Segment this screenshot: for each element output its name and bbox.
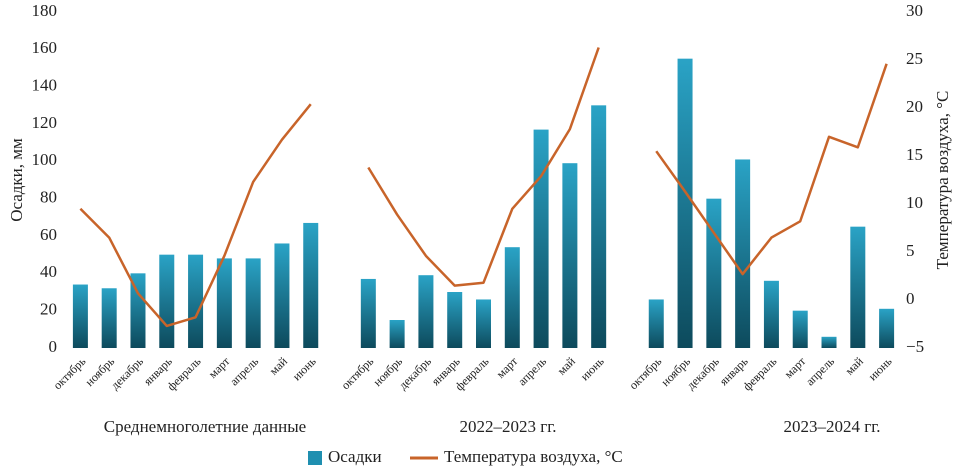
x-tick-label: июнь [865,354,895,384]
bar [648,299,664,348]
y2-tick-label: 0 [906,289,915,308]
y-tick-label: 140 [32,76,58,95]
legend-swatch [308,451,322,465]
bar [303,222,319,348]
y2-tick-label: −5 [906,337,924,356]
group-label: 2022–2023 гг. [459,417,556,436]
bar [677,58,693,349]
y2-tick-label: 25 [906,49,923,68]
y2-axis-title: Температура воздуха, °C [933,91,952,270]
bar [850,226,866,348]
bar [188,254,204,348]
bar [562,163,578,348]
bar [418,275,434,348]
bar [821,336,837,348]
temperature-line [79,47,888,328]
y-tick-label: 20 [40,300,57,319]
bar [159,254,175,348]
y-tick-label: 180 [32,1,58,20]
y-tick-label: 0 [49,337,58,356]
legend-label: Осадки [328,447,382,466]
y2-tick-label: 15 [906,145,923,164]
x-tick-label: июнь [290,354,320,384]
bar [706,198,722,348]
y2-tick-label: 20 [906,97,923,116]
bar [274,243,290,348]
bar [216,258,232,348]
y-axis-title: Осадки, мм [7,138,26,222]
bar [245,258,261,348]
bar [476,299,491,348]
bar [533,129,549,348]
x-tick-label: июнь [578,354,608,384]
x-tick-label: май [266,354,290,378]
y-tick-label: 80 [40,188,57,207]
bar [792,310,808,348]
y-tick-label: 160 [32,38,58,57]
bar [447,292,463,348]
x-tick-label: апрель [227,354,262,389]
bar [735,159,751,348]
y2-tick-label: 30 [906,1,923,20]
y-tick-label: 40 [40,262,57,281]
x-tick-label: октябрь [338,354,376,392]
y2-tick-label: 5 [906,241,915,260]
bar [360,278,376,348]
y-tick-label: 120 [32,113,58,132]
bar [879,308,895,348]
x-tick-label: апрель [803,354,838,389]
bar [763,280,779,348]
x-tick-label: май [842,354,866,378]
x-tick-label: декабрь [108,354,147,393]
x-tick-label: декабрь [684,354,723,393]
x-tick-label: апрель [515,354,550,389]
y-tick-label: 100 [32,150,58,169]
bar [389,320,405,348]
x-tick-label: май [554,354,578,378]
y2-tick-label: 10 [906,193,923,212]
y-tick-label: 60 [40,225,57,244]
group-label: 2023–2024 гг. [783,417,880,436]
x-tick-label: декабрь [396,354,435,393]
bar [101,288,117,348]
x-tick-label: октябрь [50,354,88,392]
group-label: Среднемноголетние данные [104,417,306,436]
bar [130,273,146,348]
legend-label: Температура воздуха, °C [444,447,623,466]
x-tick-label: октябрь [626,354,664,392]
bar [591,105,607,348]
bar [72,284,88,348]
bar [504,247,520,348]
